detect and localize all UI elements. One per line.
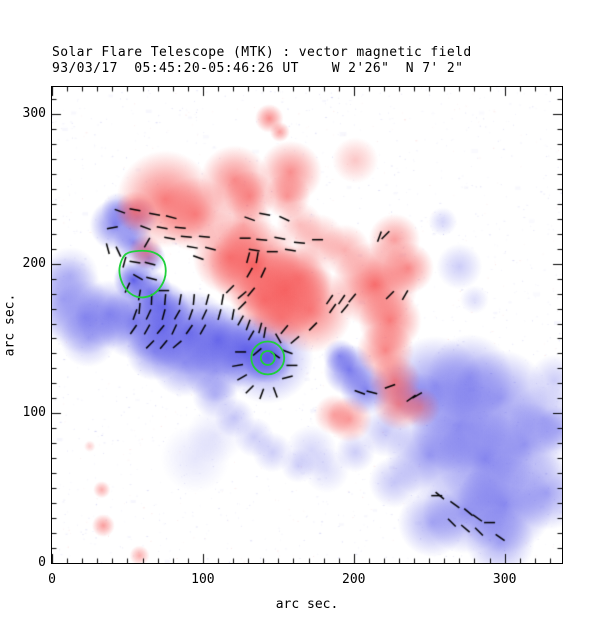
x-tick-label: 300 xyxy=(492,572,517,587)
x-tick-label: 100 xyxy=(191,572,215,587)
y-tick-label: 0 xyxy=(38,555,46,570)
magnetogram-canvas xyxy=(52,87,562,563)
plot-frame xyxy=(51,86,563,564)
x-tick-label: 200 xyxy=(342,572,366,587)
x-tick-label: 0 xyxy=(48,572,56,587)
y-tick-label: 200 xyxy=(22,255,46,271)
plot-subtitle: 93/03/17 05:45:20-05:46:26 UT W 2'26" N … xyxy=(52,61,464,76)
x-axis-title: arc sec. xyxy=(275,597,339,612)
y-axis-title: arc sec. xyxy=(2,293,18,357)
y-tick-label: 300 xyxy=(22,105,46,121)
y-tick-label: 100 xyxy=(22,405,46,421)
plot-title: Solar Flare Telescope (MTK) : vector mag… xyxy=(52,45,472,60)
